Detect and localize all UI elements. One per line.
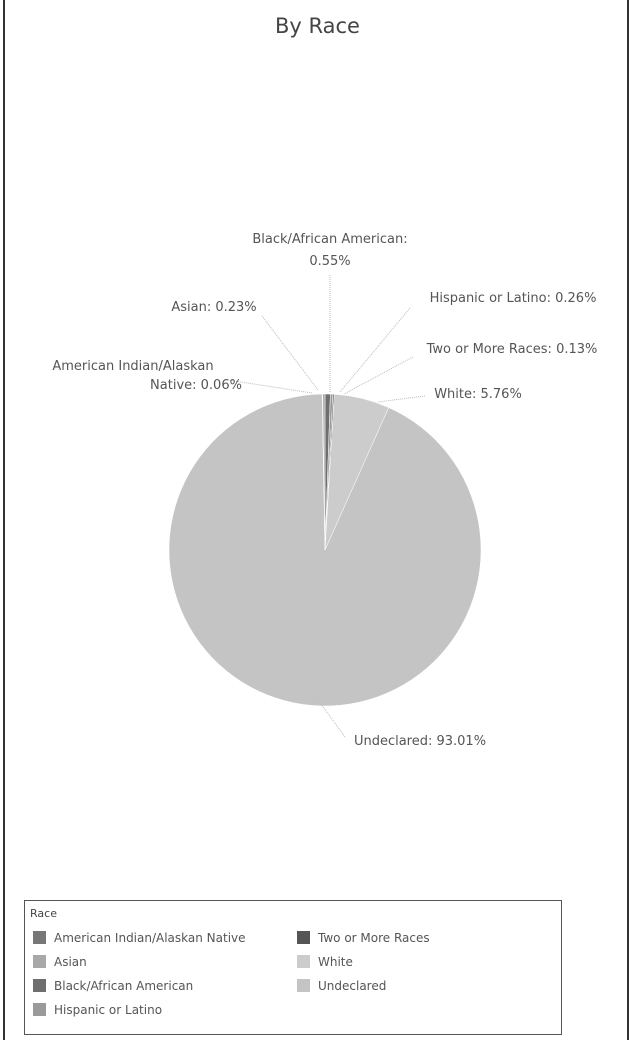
legend-item-hispanic-or-latino: Hispanic or Latino (33, 1002, 162, 1018)
pie-slice-asian (322, 393, 326, 551)
legend: Race American Indian/Alaskan Native Asian… (24, 900, 562, 1035)
slice-label: Hispanic or Latino: 0.26% (430, 291, 597, 306)
slice-label: Black/African American: 0.55% (252, 232, 407, 269)
legend-title: Race (30, 907, 57, 920)
legend-item-black-african-american: Black/African American (33, 978, 193, 994)
legend-swatch (33, 955, 46, 968)
chart-title: By Race (275, 14, 360, 38)
legend-item-two-or-more-races: Two or More Races (297, 930, 430, 946)
leader-line (339, 307, 411, 393)
legend-label: American Indian/Alaskan Native (54, 931, 246, 945)
leader-line (343, 356, 414, 395)
slice-label: White: 5.76% (434, 387, 522, 402)
leader-line (261, 315, 319, 391)
chart-frame (3, 0, 629, 1040)
legend-swatch (33, 931, 46, 944)
legend-label: Hispanic or Latino (54, 1003, 163, 1017)
legend-label: Asian (54, 955, 87, 969)
legend-swatch (33, 979, 46, 992)
slice-label: Undeclared: 93.01% (354, 734, 486, 749)
leader-line (227, 379, 313, 394)
legend-item-asian: Asian (33, 954, 87, 970)
legend-label: Black/African American (54, 979, 194, 993)
slice-label: American Indian/Alaskan Native: 0.06% (52, 359, 242, 393)
legend-swatch (297, 955, 310, 968)
legend-label: White (318, 955, 353, 969)
leader-line (377, 395, 426, 403)
slice-label: Asian: 0.23% (171, 300, 256, 315)
legend-swatch (297, 979, 310, 992)
legend-item-undeclared: Undeclared (297, 978, 386, 994)
legend-label: Undeclared (318, 979, 387, 993)
pie-slice-undeclared (168, 393, 482, 707)
legend-item-white: White (297, 954, 353, 970)
legend-swatch (33, 1003, 46, 1016)
legend-label: Two or More Races (318, 931, 430, 945)
leader-line (317, 699, 346, 738)
legend-swatch (297, 931, 310, 944)
pie-chart: Black/African American: 0.55% Hispanic or … (52, 232, 598, 749)
slice-label: Two or More Races: 0.13% (426, 342, 598, 357)
legend-item-american-indian-alaskan-native: American Indian/Alaskan Native (33, 930, 246, 946)
